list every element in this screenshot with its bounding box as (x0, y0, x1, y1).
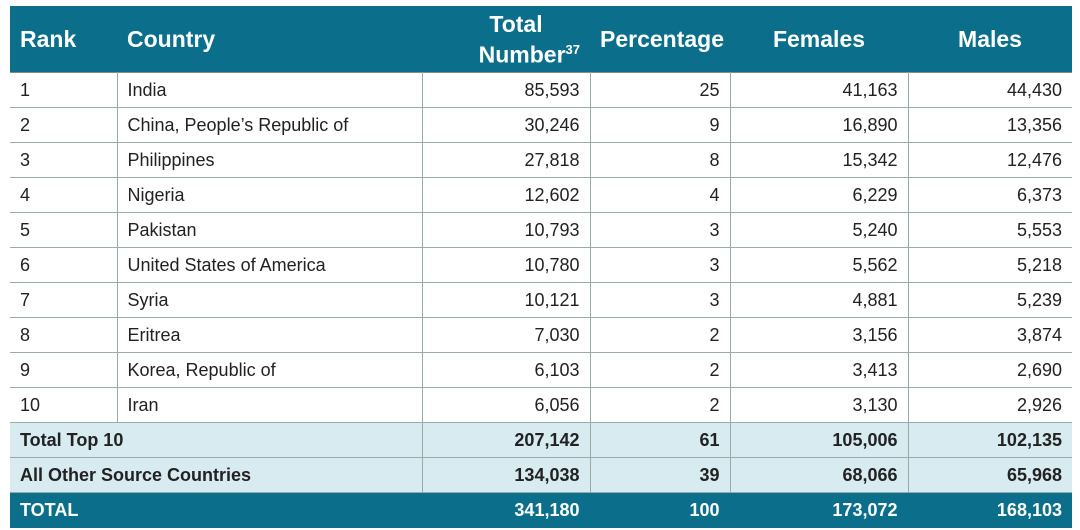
cell-rank: 3 (10, 142, 118, 178)
header-country: Country (117, 6, 422, 73)
cell-rank: 5 (10, 212, 118, 248)
total-cell: 341,180 (421, 492, 591, 528)
cell-total-number: 6,103 (421, 352, 591, 388)
cell-country: India (116, 72, 423, 108)
summary-cell: 61 (589, 422, 731, 458)
total-cell: 168,103 (907, 492, 1072, 528)
cell-females: 6,229 (729, 177, 909, 213)
header-males: Males (908, 6, 1072, 73)
cell-country: Eritrea (116, 317, 423, 353)
table-row: 2 China, People’s Republic of 30,246 9 16,89… (10, 107, 1072, 143)
header-row: Rank Country Total Number37 Percentage Fe… (10, 6, 1072, 73)
cell-males: 13,356 (907, 107, 1072, 143)
table-row: 5 Pakistan 10,793 3 5,240 5,553 (10, 212, 1072, 248)
cell-rank: 6 (10, 247, 118, 283)
cell-rank: 1 (10, 72, 118, 108)
cell-males: 5,218 (907, 247, 1072, 283)
summary-cell: 102,135 (907, 422, 1072, 458)
cell-percentage: 25 (589, 72, 731, 108)
cell-percentage: 9 (589, 107, 731, 143)
cell-rank: 2 (10, 107, 118, 143)
summary-cell: 65,968 (907, 457, 1072, 493)
total-cell: 173,072 (729, 492, 909, 528)
cell-females: 3,413 (729, 352, 909, 388)
table-row: 10 Iran 6,056 2 3,130 2,926 (10, 387, 1072, 423)
header-total-line1: Total (489, 10, 543, 37)
cell-percentage: 3 (589, 247, 731, 283)
cell-rank: 4 (10, 177, 118, 213)
top-source-countries-table: Rank Country Total Number37 Percentage Fe… (10, 6, 1072, 528)
cell-total-number: 12,602 (421, 177, 591, 213)
cell-country: China, People’s Republic of (116, 107, 423, 143)
cell-total-number: 6,056 (421, 387, 591, 423)
summary-cell: 105,006 (729, 422, 909, 458)
cell-females: 3,130 (729, 387, 909, 423)
cell-rank: 8 (10, 317, 118, 353)
summary-row: All Other Source Countries 134,038 39 68,06… (10, 457, 1072, 493)
cell-percentage: 4 (589, 177, 731, 213)
cell-percentage: 3 (589, 282, 731, 318)
cell-percentage: 8 (589, 142, 731, 178)
header-total-number: Total Number37 (422, 6, 590, 73)
cell-country: Korea, Republic of (116, 352, 423, 388)
cell-males: 44,430 (907, 72, 1072, 108)
cell-males: 2,926 (907, 387, 1072, 423)
cell-percentage: 2 (589, 387, 731, 423)
cell-country: Nigeria (116, 177, 423, 213)
cell-females: 5,240 (729, 212, 909, 248)
table-row: 8 Eritrea 7,030 2 3,156 3,874 (10, 317, 1072, 353)
cell-males: 6,373 (907, 177, 1072, 213)
cell-percentage: 2 (589, 352, 731, 388)
cell-country: Philippines (116, 142, 423, 178)
total-row: TOTAL 341,180 100 173,072 168,103 (10, 492, 1072, 528)
cell-females: 3,156 (729, 317, 909, 353)
summary-cell: 68,066 (729, 457, 909, 493)
cell-males: 3,874 (907, 317, 1072, 353)
cell-females: 41,163 (729, 72, 909, 108)
header-percentage: Percentage (590, 6, 730, 73)
summary-row: Total Top 10 207,142 61 105,006 102,135 (10, 422, 1072, 458)
cell-country: Iran (116, 387, 423, 423)
cell-total-number: 7,030 (421, 317, 591, 353)
footnote-ref: 37 (565, 41, 580, 57)
cell-total-number: 27,818 (421, 142, 591, 178)
table-row: 9 Korea, Republic of 6,103 2 3,413 2,690 (10, 352, 1072, 388)
summary-cell: 134,038 (421, 457, 591, 493)
summary-cell: Total Top 10 (10, 422, 423, 458)
total-cell: 100 (589, 492, 731, 528)
cell-females: 16,890 (729, 107, 909, 143)
total-cell: TOTAL (10, 492, 423, 528)
cell-females: 4,881 (729, 282, 909, 318)
cell-percentage: 2 (589, 317, 731, 353)
cell-country: United States of America (116, 247, 423, 283)
cell-females: 15,342 (729, 142, 909, 178)
cell-total-number: 30,246 (421, 107, 591, 143)
table-row: 4 Nigeria 12,602 4 6,229 6,373 (10, 177, 1072, 213)
cell-total-number: 10,780 (421, 247, 591, 283)
cell-rank: 7 (10, 282, 118, 318)
cell-country: Syria (116, 282, 423, 318)
table-row: 1 India 85,593 25 41,163 44,430 (10, 72, 1072, 108)
cell-males: 2,690 (907, 352, 1072, 388)
cell-males: 5,239 (907, 282, 1072, 318)
cell-males: 5,553 (907, 212, 1072, 248)
header-rank: Rank (10, 6, 117, 73)
table-row: 3 Philippines 27,818 8 15,342 12,476 (10, 142, 1072, 178)
summary-cell: All Other Source Countries (10, 457, 423, 493)
cell-total-number: 10,793 (421, 212, 591, 248)
cell-total-number: 10,121 (421, 282, 591, 318)
cell-rank: 9 (10, 352, 118, 388)
header-females: Females (730, 6, 908, 73)
table-row: 6 United States of America 10,780 3 5,562 5,2… (10, 247, 1072, 283)
cell-females: 5,562 (729, 247, 909, 283)
cell-country: Pakistan (116, 212, 423, 248)
summary-cell: 39 (589, 457, 731, 493)
cell-total-number: 85,593 (421, 72, 591, 108)
cell-rank: 10 (10, 387, 118, 423)
cell-percentage: 3 (589, 212, 731, 248)
cell-males: 12,476 (907, 142, 1072, 178)
summary-cell: 207,142 (421, 422, 591, 458)
header-total-line2: Number (478, 41, 566, 68)
table-row: 7 Syria 10,121 3 4,881 5,239 (10, 282, 1072, 318)
